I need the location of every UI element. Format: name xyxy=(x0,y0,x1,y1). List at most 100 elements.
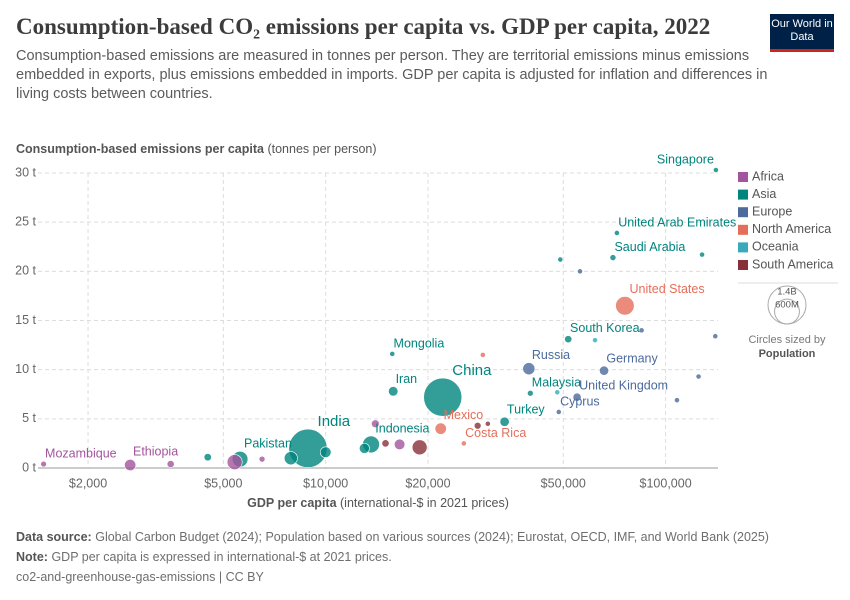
logo[interactable]: Our World in Data xyxy=(770,14,834,52)
point xyxy=(609,254,617,261)
point xyxy=(40,460,47,468)
point-label: China xyxy=(452,362,492,379)
point xyxy=(388,386,399,397)
x-axis-label: GDP per capita (international-$ in 2021 … xyxy=(247,496,509,510)
point xyxy=(258,455,266,463)
point xyxy=(319,446,332,459)
point-label: Indonesia xyxy=(375,421,429,435)
point xyxy=(359,442,370,454)
x-axis-label-name: GDP per capita xyxy=(247,496,337,510)
point xyxy=(423,377,463,417)
x-tick-label: $50,000 xyxy=(541,476,586,490)
point xyxy=(499,416,510,427)
y-tick-label: 5 t xyxy=(22,411,36,425)
source-label: Data source: xyxy=(16,530,92,544)
point xyxy=(381,439,390,448)
point xyxy=(572,392,582,402)
point xyxy=(473,421,482,430)
header: Consumption-based CO₂ emissions per capi… xyxy=(16,12,767,104)
point xyxy=(674,397,680,404)
point-label: Saudi Arabia xyxy=(614,240,685,254)
y-tick-label: 25 t xyxy=(15,214,36,228)
legend-swatch xyxy=(738,224,748,235)
point xyxy=(614,230,620,236)
point xyxy=(554,389,561,396)
point-label: United Kingdom xyxy=(579,378,668,392)
size-legend-circle xyxy=(774,298,800,325)
chart-title: Consumption-based CO₂ emissions per capi… xyxy=(16,14,711,39)
point xyxy=(527,390,534,397)
point xyxy=(555,409,562,415)
point xyxy=(592,337,598,344)
point-label: Mongolia xyxy=(394,337,445,351)
point xyxy=(203,453,212,462)
x-tick-label: $2,000 xyxy=(69,476,107,490)
footer: Data source: Global Carbon Budget (2024)… xyxy=(16,527,769,587)
point-label: United States xyxy=(630,282,705,296)
point-label: Germany xyxy=(606,351,658,365)
y-tick-label: 0 t xyxy=(22,460,36,474)
y-tick-label: 10 t xyxy=(15,362,36,376)
point-label: Iran xyxy=(396,372,418,386)
point xyxy=(484,420,491,427)
point-label: United Arab Emirates xyxy=(618,216,736,230)
legend-label: North America xyxy=(752,222,831,236)
chart-subtitle: Consumption-based emissions are measured… xyxy=(16,48,768,102)
source-line: Data source: Global Carbon Budget (2024)… xyxy=(16,527,769,547)
point xyxy=(460,440,467,447)
x-tick-label: $5,000 xyxy=(204,476,242,490)
point xyxy=(411,439,428,456)
legend-label: South America xyxy=(752,257,833,271)
point xyxy=(564,335,573,344)
point xyxy=(638,327,645,334)
point-label: Turkey xyxy=(507,402,545,416)
point-label: Costa Rica xyxy=(465,426,526,440)
point xyxy=(599,365,609,376)
size-legend-title: Circles sized by xyxy=(748,334,826,346)
point-label: Malaysia xyxy=(532,376,581,390)
point xyxy=(695,373,702,380)
legend-swatch xyxy=(738,260,748,270)
license: co2-and-greenhouse-gas-emissions | CC BY xyxy=(16,570,264,584)
point xyxy=(371,419,380,428)
point xyxy=(283,451,298,466)
note-line: Note: GDP per capita is expressed in int… xyxy=(16,547,769,567)
y-tick-label: 15 t xyxy=(15,313,36,327)
x-axis-label-unit: (international-$ in 2021 prices) xyxy=(340,496,509,510)
point-label: Singapore xyxy=(657,153,714,167)
y-tick-label: 30 t xyxy=(15,165,36,179)
point-label: Mexico xyxy=(444,408,484,422)
x-tick-label: $10,000 xyxy=(303,476,348,490)
y-tick-label: 20 t xyxy=(15,264,36,278)
legend-label: Africa xyxy=(752,169,784,183)
legend-label: Europe xyxy=(752,204,792,218)
point xyxy=(393,438,406,451)
point xyxy=(615,296,635,316)
point xyxy=(166,460,175,468)
point xyxy=(713,167,719,173)
legend-swatch xyxy=(738,189,748,200)
size-legend-label: 1.4B xyxy=(777,287,797,298)
point-label: Mozambique xyxy=(45,446,117,460)
point xyxy=(226,454,243,470)
x-tick-label: $100,000 xyxy=(640,476,692,490)
point-label: Cyprus xyxy=(560,395,600,409)
point-label: Pakistan xyxy=(244,437,292,451)
point xyxy=(557,256,564,263)
point xyxy=(699,251,705,258)
y-axis-label: Consumption-based emissions per capita (… xyxy=(16,142,377,156)
point xyxy=(124,459,137,472)
point xyxy=(389,351,396,357)
point xyxy=(522,362,536,376)
note-text: GDP per capita is expressed in internati… xyxy=(51,550,392,564)
point-label: India xyxy=(318,413,351,430)
x-tick-label: $20,000 xyxy=(405,476,450,490)
source-text: Global Carbon Budget (2024); Population … xyxy=(95,530,769,544)
legend-swatch xyxy=(738,242,748,253)
point xyxy=(712,333,719,340)
legend-swatch xyxy=(738,207,748,218)
size-legend-variable: Population xyxy=(759,348,816,360)
size-legend-label: 600M xyxy=(775,300,799,311)
point-label: South Korea xyxy=(570,321,640,335)
